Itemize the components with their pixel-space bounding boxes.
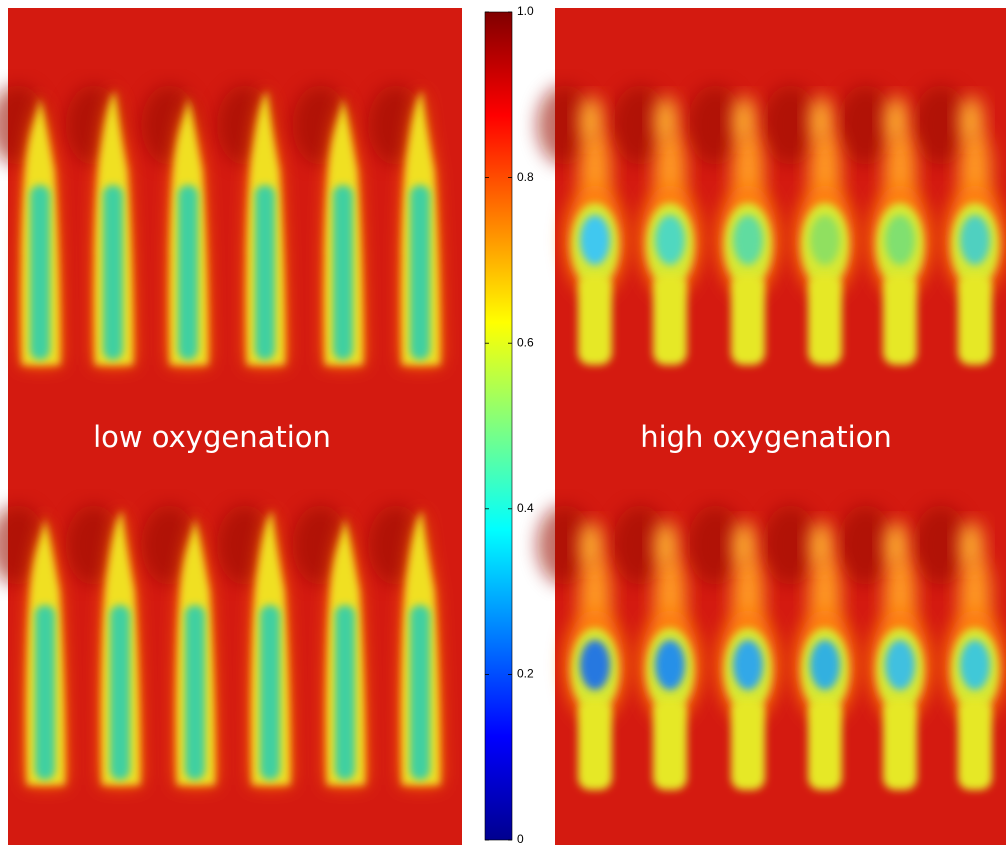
flame-core <box>110 605 130 780</box>
plume-tip <box>809 521 833 569</box>
shade <box>913 85 969 165</box>
core <box>885 640 915 690</box>
base <box>958 275 992 365</box>
plume-tip <box>884 521 908 569</box>
base <box>731 700 765 790</box>
flame-core <box>335 605 355 780</box>
shade <box>537 505 593 585</box>
tick-label: 1.0 <box>517 4 534 18</box>
base <box>883 275 917 365</box>
flame-core <box>103 185 123 360</box>
base <box>578 700 612 790</box>
plume-tip <box>579 521 603 569</box>
base <box>808 275 842 365</box>
core <box>655 640 685 690</box>
plume-tip <box>654 96 678 144</box>
right-label: high oxygenation <box>640 420 892 454</box>
core <box>580 640 610 690</box>
shade <box>65 505 122 585</box>
base <box>653 700 687 790</box>
core <box>810 640 840 690</box>
flame-core <box>255 185 275 360</box>
plume-tip <box>809 96 833 144</box>
tick-label: 0.8 <box>517 170 534 184</box>
left-label: low oxygenation <box>93 420 331 454</box>
shade <box>612 85 669 165</box>
shade <box>537 85 593 165</box>
base <box>578 275 612 365</box>
plume-tip <box>654 521 678 569</box>
core <box>655 215 685 265</box>
plume-tip <box>884 96 908 144</box>
plume-tip <box>959 96 983 144</box>
plume-tip <box>959 521 983 569</box>
shade <box>762 505 819 585</box>
shade <box>762 85 819 165</box>
core <box>960 215 990 265</box>
flame-core <box>30 185 50 360</box>
flame-core <box>35 605 55 780</box>
colorbar <box>484 11 513 841</box>
shade <box>687 85 744 165</box>
flame-core <box>185 605 205 780</box>
base <box>958 700 992 790</box>
shade <box>837 505 894 585</box>
tick-label: 0.4 <box>517 501 534 515</box>
colorbar-axis: 0 0.2 0.4 0.6 0.8 1.0 <box>485 4 534 846</box>
base <box>808 700 842 790</box>
shade <box>687 505 744 585</box>
base <box>731 275 765 365</box>
core <box>810 215 840 265</box>
core <box>733 640 763 690</box>
flame-core <box>333 185 353 360</box>
core <box>733 215 763 265</box>
tick-label: 0 <box>517 832 524 846</box>
tick-label: 0.6 <box>517 335 534 349</box>
plume-tip <box>732 96 756 144</box>
base <box>653 275 687 365</box>
plume-tip <box>579 96 603 144</box>
shade <box>141 505 198 585</box>
flame-core <box>178 185 198 360</box>
shade <box>612 505 669 585</box>
tick-label: 0.2 <box>517 667 534 681</box>
shade <box>837 85 894 165</box>
flame-core <box>260 605 280 780</box>
core <box>960 640 990 690</box>
flame-core <box>410 605 430 780</box>
shade <box>913 505 969 585</box>
plume-tip <box>732 521 756 569</box>
flame-core <box>410 185 430 360</box>
core <box>580 215 610 265</box>
core <box>885 215 915 265</box>
base <box>883 700 917 790</box>
flames <box>0 85 1005 790</box>
